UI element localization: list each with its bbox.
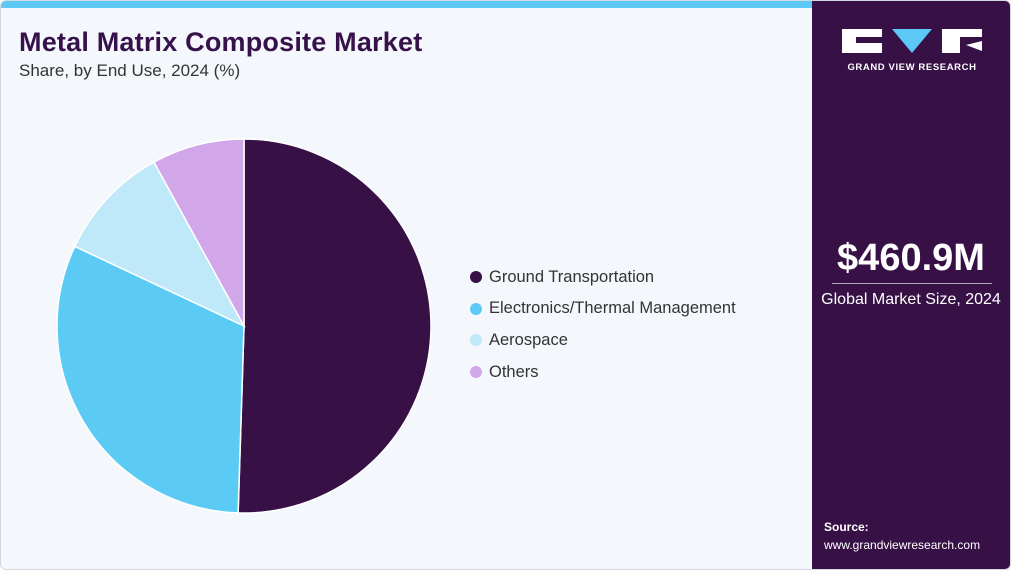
- legend-item: Others: [470, 361, 736, 383]
- legend-item: Ground Transportation: [470, 266, 736, 288]
- legend-label: Aerospace: [489, 330, 568, 349]
- market-size-value: $460.9M: [837, 237, 985, 279]
- legend-swatch: [470, 334, 482, 347]
- source-url[interactable]: www.grandviewresearch.com: [824, 538, 981, 552]
- legend-label: Ground Transportation: [489, 267, 655, 286]
- legend-item: Electronics/Thermal Management: [470, 298, 736, 320]
- value-divider: [832, 283, 992, 284]
- chart-title: Metal Matrix Composite Market: [19, 27, 423, 57]
- legend-swatch: [470, 366, 482, 379]
- source-label: Source:: [824, 520, 869, 534]
- grand-view-research-logo: GRAND VIEW RESEARCH: [842, 29, 982, 75]
- pie-slice-others: [152, 138, 245, 327]
- logo-text: GRAND VIEW RESEARCH: [847, 62, 977, 73]
- sidebar-panel: GRAND VIEW RESEARCH $460.9M Global Marke…: [812, 1, 1010, 569]
- legend-item: Aerospace: [470, 329, 736, 351]
- legend-label: Electronics/Thermal Management: [489, 299, 736, 318]
- chart-legend: Ground Transportation Electronics/Thermal…: [470, 266, 736, 393]
- top-accent-bar: [1, 1, 812, 8]
- pie-slice-ground-transportation: [237, 138, 432, 514]
- legend-swatch: [470, 302, 482, 315]
- chart-subtitle: Share, by End Use, 2024 (%): [19, 61, 241, 80]
- legend-label: Others: [489, 362, 539, 381]
- gvr-logo-icon: [842, 29, 982, 53]
- pie-slice-electronics-thermal-management: [56, 245, 245, 514]
- chart-panel: Metal Matrix Composite Market Share, by …: [1, 1, 812, 569]
- legend-swatch: [470, 271, 482, 283]
- pie-chart: [56, 138, 432, 514]
- market-size-caption: Global Market Size, 2024: [821, 291, 1001, 308]
- pie-slice-aerospace: [73, 161, 246, 328]
